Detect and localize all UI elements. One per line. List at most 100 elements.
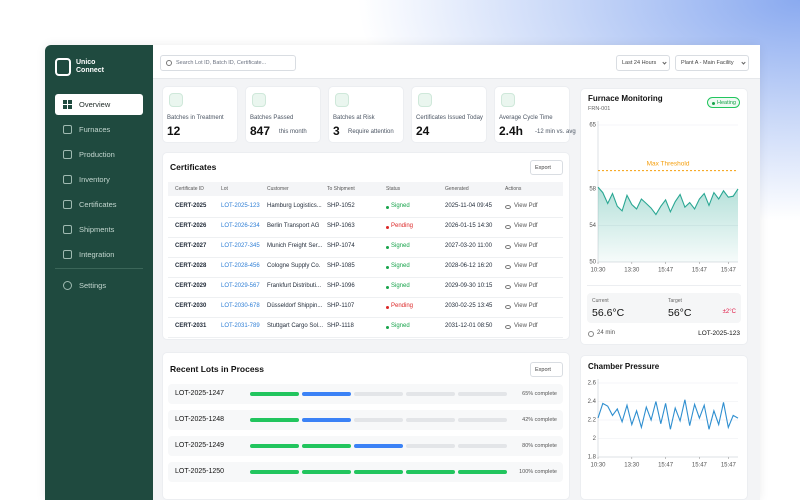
row-divider [168, 277, 563, 278]
progress-segment [250, 418, 299, 422]
row-divider [168, 257, 563, 258]
cell: 2028-06-12 16:20 [445, 263, 493, 270]
status-dot [386, 326, 389, 329]
nav-icon [63, 281, 72, 290]
progress-segment [250, 392, 299, 396]
stat-note: this month [279, 129, 307, 135]
reading-value: 56°C [668, 306, 692, 319]
nav-item[interactable]: Certificates [55, 194, 143, 215]
y-tick-label: 58 [589, 187, 596, 193]
eye-icon [505, 265, 511, 269]
range-label[interactable]: Last 24 Hours [622, 60, 657, 66]
x-tick-label: 15:47 [721, 463, 737, 469]
lot-link[interactable]: LOT-2029-567 [221, 283, 260, 290]
status: Signed [391, 243, 410, 250]
stat-card: Batches at Risk 3 Require attention [328, 86, 404, 143]
pressure-card [580, 355, 748, 500]
lot-link[interactable]: LOT-2026-234 [221, 223, 260, 230]
stat-icon [418, 93, 432, 107]
lot-progress: 65% complete [522, 390, 557, 397]
nav-item[interactable]: Production [55, 144, 143, 165]
row-divider [168, 237, 563, 238]
export-button[interactable]: Export [530, 362, 563, 377]
view-pdf[interactable]: View Pdf [514, 263, 538, 270]
nav-label[interactable]: Integration [79, 250, 115, 259]
cell: CERT-2025 [175, 203, 207, 210]
y-tick-label: 2 [593, 436, 597, 442]
lot-link[interactable]: LOT-2025-123 [221, 203, 260, 210]
stat-label: Batches Passed [250, 115, 294, 121]
range-dropdown[interactable]: Last 24 Hours [616, 55, 670, 71]
nav-item[interactable]: Settings [55, 275, 143, 296]
x-tick-label: 15:47 [658, 463, 674, 469]
status-dot [386, 226, 389, 229]
status: Signed [391, 323, 410, 330]
view-pdf[interactable]: View Pdf [514, 203, 538, 210]
progress-segment [302, 392, 351, 396]
cell: 2025-11-04 09:45 [445, 203, 492, 210]
lot-id: LOT-2025-1247 [175, 389, 225, 397]
progress-segment [406, 470, 455, 474]
export-label[interactable]: Export [535, 367, 551, 373]
column-header: Actions [505, 186, 522, 192]
stat-label: Certificates Issued Today [416, 115, 483, 121]
column-header: Generated [445, 186, 469, 192]
plant-dropdown[interactable]: Plant A - Main Facility [675, 55, 749, 71]
export-label[interactable]: Export [535, 165, 551, 171]
view-pdf[interactable]: View Pdf [514, 243, 538, 250]
status-dot [386, 266, 389, 269]
plant-label[interactable]: Plant A - Main Facility [681, 60, 734, 66]
x-tick-label: 10:30 [590, 268, 606, 274]
progress-segment [406, 418, 455, 422]
nav-label[interactable]: Furnaces [79, 125, 111, 134]
nav-item[interactable]: Integration [55, 244, 143, 265]
column-header: Status [386, 186, 401, 192]
nav-icon [63, 200, 72, 209]
cell: CERT-2026 [175, 223, 207, 230]
lot-link[interactable]: LOT-2030-678 [221, 303, 260, 310]
cell: 2030-02-25 13:45 [445, 303, 493, 310]
status: Signed [391, 203, 410, 210]
lot-link[interactable]: LOT-2028-456 [221, 263, 260, 270]
stat-note: Require attention [348, 129, 394, 135]
nav-label[interactable]: Overview [79, 100, 111, 109]
view-pdf[interactable]: View Pdf [514, 323, 538, 330]
progress-segment [302, 418, 351, 422]
cell: Munich Freight Ser... [267, 243, 323, 250]
nav-icon [63, 175, 72, 184]
progress-segment [250, 444, 299, 448]
eye-icon [505, 285, 511, 289]
tolerance: ±2°C [722, 309, 736, 316]
lot-id: LOT-2025-1249 [175, 441, 225, 449]
line [597, 186, 739, 216]
export-button[interactable]: Export [530, 160, 563, 175]
nav-label[interactable]: Shipments [79, 225, 115, 234]
nav-label[interactable]: Settings [79, 281, 107, 290]
view-pdf[interactable]: View Pdf [514, 303, 538, 310]
cell: Berlin Transport AG [267, 223, 320, 230]
view-pdf[interactable]: View Pdf [514, 223, 538, 230]
stat-card: Batches Passed 847 this month [245, 86, 321, 143]
nav-item[interactable]: Overview [55, 94, 143, 115]
y-tick-label: 65 [589, 123, 596, 129]
progress-segment [406, 392, 455, 396]
status: Pending [391, 223, 414, 230]
nav-item[interactable]: Furnaces [55, 119, 143, 140]
cell: CERT-2028 [175, 263, 207, 270]
nav-item[interactable]: Inventory [55, 169, 143, 190]
nav-label[interactable]: Production [79, 150, 115, 159]
lot-link[interactable]: LOT-2027-345 [221, 243, 260, 250]
cell: SHP-1085 [327, 263, 355, 270]
search-placeholder[interactable]: Search Lot ID, Batch ID, Certificate... [176, 60, 267, 66]
clock-icon [588, 331, 594, 337]
column-header: Certificate ID [175, 186, 204, 192]
nav-label[interactable]: Certificates [79, 200, 117, 209]
view-pdf[interactable]: View Pdf [514, 283, 538, 290]
y-tick-label: 1.8 [588, 455, 597, 461]
nav-item[interactable]: Shipments [55, 219, 143, 240]
lot-link[interactable]: LOT-2031-789 [221, 323, 260, 330]
eye-icon [505, 225, 511, 229]
search-box[interactable]: Search Lot ID, Batch ID, Certificate... [160, 55, 296, 71]
nav-label[interactable]: Inventory [79, 175, 110, 184]
